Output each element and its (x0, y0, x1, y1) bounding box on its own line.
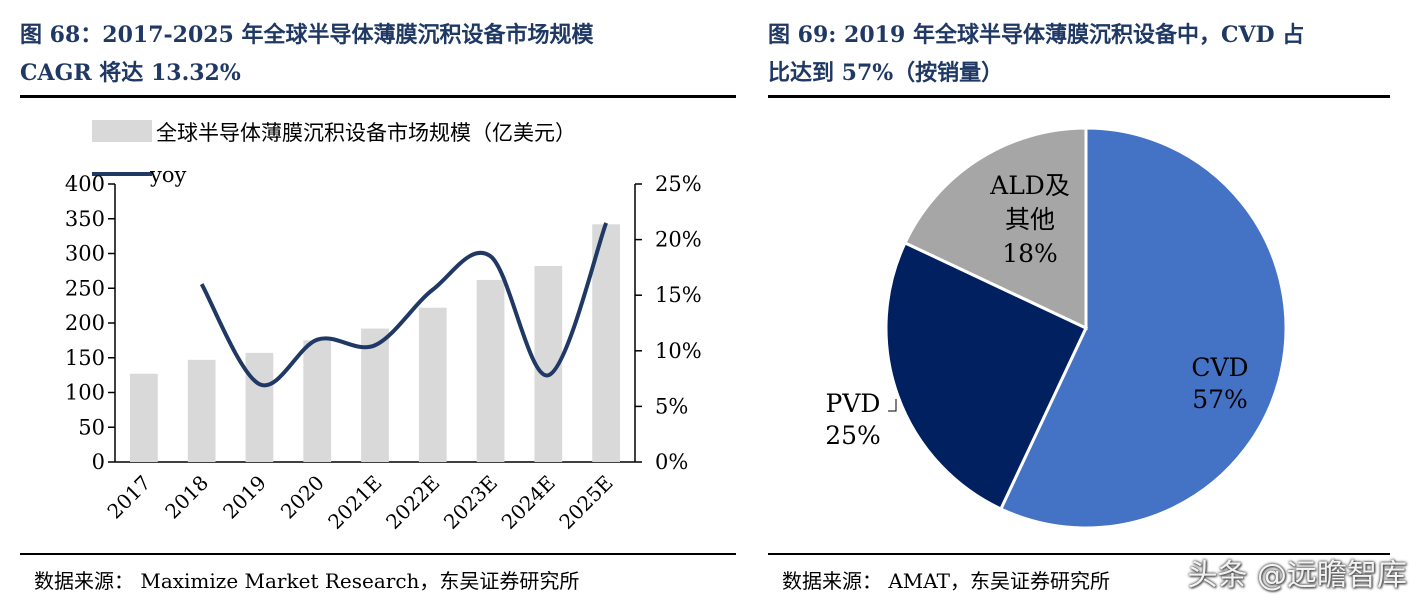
yoy-line (199, 222, 608, 388)
figure-69-title-line2: 比达到 57%（按销量） (768, 60, 1004, 86)
y-tick-label-left: 200 (65, 311, 105, 335)
bar-2022E (418, 307, 447, 462)
y-tick-label-left: 150 (65, 346, 105, 370)
y-tick-label-right: 10% (655, 339, 702, 363)
figure-69-source: 数据来源： AMAT，东吴证券研究所 (782, 569, 1110, 593)
figure-68-bottom-rule (20, 553, 736, 555)
pie-slices (884, 126, 1288, 530)
bar-2023E (476, 279, 505, 462)
legend-swatch-bar (92, 120, 152, 142)
x-tick-label: 2025E (554, 471, 617, 534)
y-tick-label-right: 0% (655, 450, 688, 474)
pie-label-ald-line2: 其他 (1005, 205, 1055, 234)
figure-68-title: 图 68：2017-2025 年全球半导体薄膜沉积设备市场规模 CAGR 将达 … (20, 16, 736, 92)
bar-2017 (130, 373, 158, 462)
pie-pct-ald: 18% (1002, 239, 1058, 268)
x-tick-label: 2022E (381, 471, 444, 534)
bar-2020 (303, 340, 332, 462)
pie-slice-0 (998, 126, 1288, 530)
figure-69-bottom-rule (768, 553, 1390, 555)
pie-label-cvd: CVD (1191, 353, 1248, 382)
figure-68-panel: 图 68：2017-2025 年全球半导体薄膜沉积设备市场规模 CAGR 将达 … (20, 0, 736, 604)
y-tick-label-left: 250 (65, 276, 105, 300)
x-tick-label: 2023E (439, 471, 502, 534)
bar-line-chart: 全球半导体薄膜沉积设备市场规模（亿美元） yoy 0 50 100 150 200 250… (65, 120, 702, 534)
legend-label-market-size: 全球半导体薄膜沉积设备市场规模（亿美元） (156, 121, 576, 145)
pie-label-ald-line1: ALD及 (989, 171, 1070, 200)
y-tick-label-left: 50 (78, 415, 105, 439)
figure-68-top-rule (20, 95, 736, 98)
x-tick-label: 2020 (276, 471, 329, 524)
y-tick-label-right: 25% (655, 172, 702, 196)
bar-2025E (592, 224, 620, 462)
y-tick-label-right: 5% (655, 394, 688, 418)
figure-68-source: 数据来源： Maximize Market Research，东吴证券研究所 (34, 569, 580, 593)
chart-yoy-line (199, 222, 608, 388)
y-tick-label-left: 0 (92, 450, 105, 474)
y-tick-label-left: 400 (65, 172, 105, 196)
pie-slice-2 (903, 126, 1088, 331)
x-tick-label: 2021E (323, 471, 386, 534)
watermark: 头条 @远瞻智库 (1187, 558, 1407, 593)
y-tick-label-left: 350 (65, 207, 105, 231)
pie-pct-pvd: 25% (825, 421, 881, 450)
y-tick-label-left: 300 (65, 242, 105, 266)
x-tick-label: 2017 (102, 471, 155, 524)
y-tick-label-right: 20% (655, 228, 702, 252)
figure-68-title-line2: CAGR 将达 13.32% (20, 60, 241, 86)
y-tick-label-right: 15% (655, 283, 702, 307)
figure-69-title-line1: 图 69: 2019 年全球半导体薄膜沉积设备中，CVD 占 (768, 22, 1305, 48)
figure-69-top-rule (768, 95, 1390, 98)
bar-2021E (361, 328, 389, 462)
pie-slice-1 (884, 240, 1088, 511)
figure-69-title: 图 69: 2019 年全球半导体薄膜沉积设备中，CVD 占 比达到 57%（按… (768, 16, 1390, 92)
pie-pct-cvd: 57% (1192, 385, 1248, 414)
x-tick-label: 2024E (497, 471, 560, 534)
figure-69-panel: 图 69: 2019 年全球半导体薄膜沉积设备中，CVD 占 比达到 57%（按… (768, 0, 1390, 604)
pie-label-pvd: PVD (826, 389, 881, 418)
chart-bars (130, 224, 620, 462)
legend-label-yoy: yoy (149, 163, 187, 187)
bar-2018 (187, 359, 216, 462)
bar-2019 (245, 352, 274, 462)
chart-legend: 全球半导体薄膜沉积设备市场规模（亿美元） yoy (92, 120, 576, 187)
y-tick-label-left: 100 (65, 381, 105, 405)
pie-leader-pvd (888, 399, 897, 412)
x-tick-label: 2019 (218, 471, 271, 524)
x-tick-label: 2018 (160, 471, 213, 524)
figure-68-title-line1: 图 68：2017-2025 年全球半导体薄膜沉积设备市场规模 (20, 22, 594, 48)
